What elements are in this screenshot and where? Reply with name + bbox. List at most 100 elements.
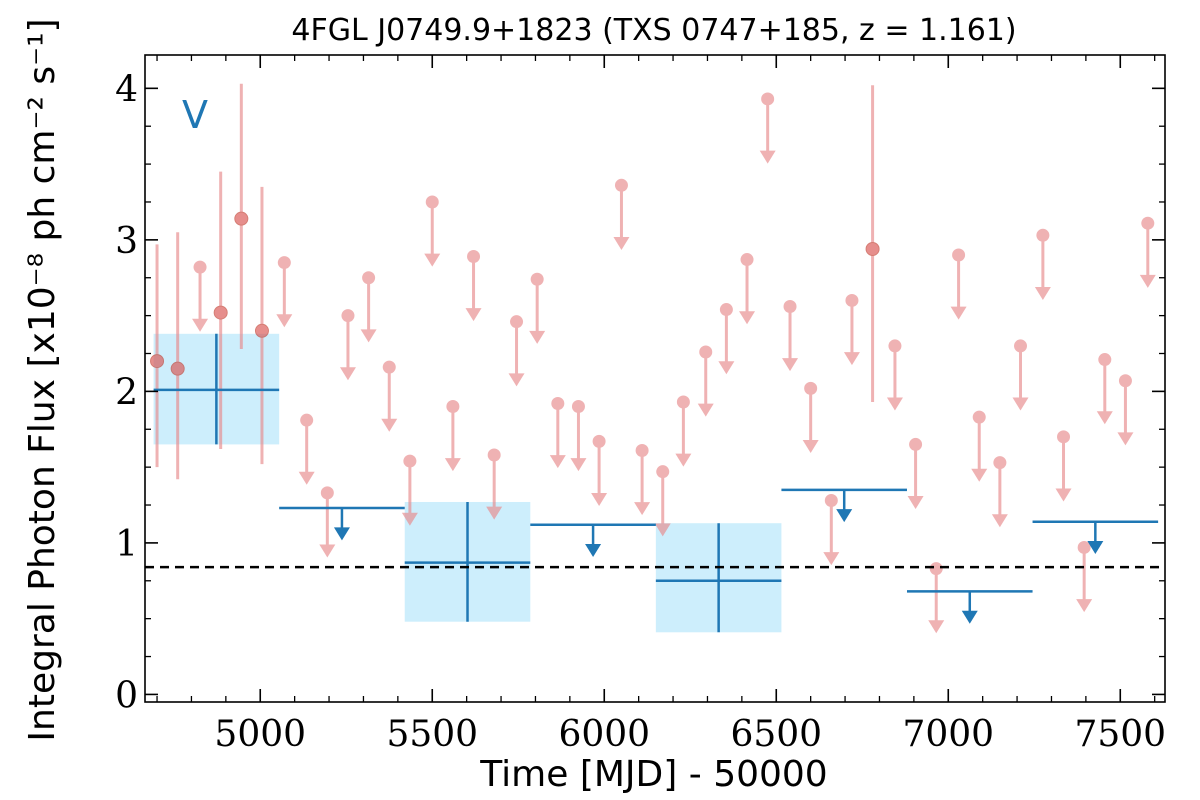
short-bin-upper-limit [401, 454, 418, 526]
short-bin-upper-limit [508, 315, 525, 387]
x-tick-label: 7000 [902, 714, 994, 755]
short-bin-upper-limit [192, 260, 209, 332]
long-bin-limit-arrowhead [836, 509, 853, 523]
short-bin-upper-limit [991, 456, 1008, 528]
short-bin-detection [865, 85, 880, 402]
upper-limit-marker [909, 437, 923, 451]
upper-limit-arrowhead [1096, 411, 1113, 425]
upper-limit-marker [972, 410, 986, 424]
long-bin-limit-arrowhead [333, 527, 350, 541]
x-tick-label: 6500 [730, 714, 822, 755]
upper-limit-marker [952, 248, 966, 262]
short-bin-detection [234, 83, 249, 349]
short-bin-upper-limit [319, 486, 336, 558]
upper-limit-marker [761, 92, 775, 106]
upper-limit-marker [530, 272, 544, 286]
short-bin-upper-limit [529, 272, 546, 344]
detection-marker [865, 241, 880, 256]
upper-limit-arrowhead [276, 314, 293, 328]
upper-limit-marker [403, 454, 417, 468]
short-bin-detection [170, 232, 185, 480]
upper-limit-marker [824, 493, 838, 507]
short-bin-upper-limit [424, 195, 441, 267]
short-bin-upper-limit [950, 248, 967, 320]
short-bin-upper-limit [276, 256, 293, 328]
upper-limit-marker [300, 413, 314, 427]
upper-limit-arrowhead [928, 620, 945, 634]
short-bin-upper-limit [886, 339, 903, 411]
upper-limit-arrowhead [424, 253, 441, 267]
upper-limit-arrowhead [570, 458, 587, 472]
upper-limit-arrowhead [759, 150, 776, 164]
long-bin-limit-arrowhead [1087, 540, 1104, 554]
short-bin-detection [213, 171, 228, 449]
short-bin-upper-limit [339, 309, 356, 381]
x-axis-title: Time [MJD] - 50000 [479, 754, 827, 795]
long-bin-upper-limit [1032, 520, 1159, 554]
short-bin-upper-limit [298, 413, 315, 485]
upper-limit-arrowhead [718, 361, 735, 375]
detection-marker [254, 323, 269, 338]
upper-limit-marker [1118, 374, 1132, 388]
upper-limit-marker [1036, 228, 1050, 242]
x-tick-label: 7500 [1074, 714, 1166, 755]
short-bin-upper-limit [971, 410, 988, 482]
upper-limit-arrowhead [613, 236, 630, 250]
upper-limit-marker [699, 345, 713, 359]
upper-limit-marker [320, 486, 334, 500]
upper-limit-arrowhead [823, 552, 840, 566]
upper-limit-arrowhead [802, 439, 819, 453]
short-bin-upper-limit [634, 443, 651, 516]
upper-limit-arrowhead [465, 308, 482, 322]
long-bin-series [153, 333, 1159, 633]
upper-limit-arrowhead [1117, 432, 1134, 446]
y-tick-label: 0 [115, 675, 138, 716]
short-bin-upper-limit [591, 434, 608, 507]
upper-limit-arrowhead [843, 352, 860, 366]
short-bin-upper-limit [465, 250, 482, 322]
short-bin-upper-limit [1117, 374, 1134, 446]
short-bin-upper-limit [697, 345, 714, 417]
detection-marker [170, 361, 185, 376]
short-bin-upper-limit [1096, 353, 1113, 425]
axis-ticks: 5000 5500 6000 6500 7000 7500 0 1 2 3 4 [115, 55, 1166, 755]
upper-limit-arrowhead [697, 403, 714, 417]
long-bin-limit-arrowhead [585, 544, 602, 558]
upper-limit-marker [804, 381, 818, 395]
upper-limit-marker [993, 456, 1007, 470]
upper-limit-marker [676, 395, 690, 409]
detection-marker [213, 305, 228, 320]
long-bin-upper-limit [781, 488, 907, 523]
y-tick-label: 4 [115, 69, 138, 110]
upper-limit-arrowhead [1034, 286, 1051, 300]
short-bin-detection [254, 186, 269, 465]
short-bin-upper-limit [360, 271, 377, 343]
upper-limit-marker [635, 443, 649, 457]
short-bin-upper-limit [444, 400, 461, 472]
plot-frame [144, 54, 1166, 703]
upper-limit-arrowhead [381, 418, 398, 432]
short-bin-upper-limit [1055, 430, 1072, 502]
y-axis-title: Integral Photon Flux [x10⁻⁸ ph cm⁻² s⁻¹] [22, 18, 63, 741]
upper-limit-arrowhead [444, 458, 461, 472]
upper-limit-arrowhead [675, 453, 692, 467]
upper-limit-arrowhead [591, 493, 608, 507]
upper-limit-marker [1014, 339, 1028, 353]
short-bin-series [150, 83, 1156, 634]
upper-limit-arrowhead [634, 502, 651, 516]
upper-limit-marker [341, 309, 355, 323]
upper-limit-arrowhead [782, 358, 799, 372]
upper-limit-arrowhead [654, 523, 671, 537]
upper-limit-arrowhead [298, 471, 315, 485]
x-tick-label: 5500 [386, 714, 478, 755]
long-bin-limit-arrowhead [961, 610, 978, 624]
upper-limit-marker [425, 195, 439, 209]
upper-limit-arrowhead [907, 496, 924, 510]
short-bin-upper-limit [381, 360, 398, 432]
upper-limit-marker [551, 397, 565, 411]
upper-limit-marker [277, 256, 291, 270]
y-tick-label: 3 [115, 221, 138, 262]
upper-limit-arrowhead [1076, 599, 1093, 613]
short-bin-upper-limit [739, 253, 756, 325]
